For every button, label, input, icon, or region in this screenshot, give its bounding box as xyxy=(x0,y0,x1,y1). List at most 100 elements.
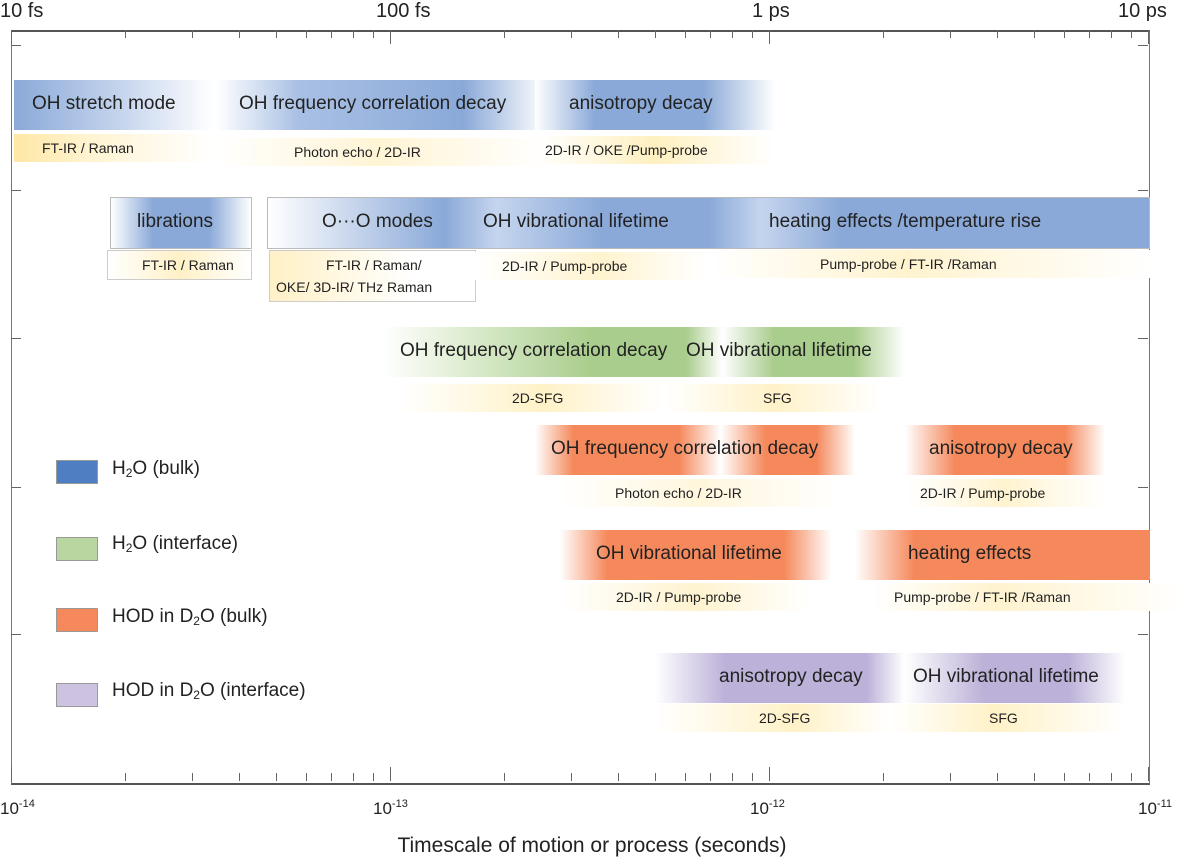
top-tick xyxy=(331,30,332,38)
bottom-tick xyxy=(950,773,951,781)
right-tick xyxy=(1138,634,1148,635)
bottom-tick xyxy=(390,767,391,781)
method-2dsfg-r6: 2D-SFG SFG xyxy=(655,704,1125,732)
method-2dir-pump-probe: 2D-IR / Pump-probe xyxy=(475,252,705,280)
top-tick xyxy=(1064,30,1065,38)
legend-label-h2o-bulk: H2O (bulk) xyxy=(112,458,200,480)
top-tick xyxy=(125,30,126,38)
top-tick xyxy=(1034,30,1035,38)
right-tick xyxy=(1138,45,1148,46)
method-2dir-pump-probe-r4: 2D-IR / Pump-probe xyxy=(905,479,1105,507)
top-tick xyxy=(373,30,374,38)
bar-librations: librations xyxy=(110,197,252,249)
top-axis-label-10fs: 10 fs xyxy=(0,0,43,23)
top-tick xyxy=(11,30,12,44)
bottom-tick xyxy=(306,773,307,781)
method-librations-ftir-raman: FT-IR / Raman xyxy=(107,250,252,280)
bottom-tick xyxy=(504,773,505,781)
bottom-tick xyxy=(997,773,998,781)
bottom-tick xyxy=(192,773,193,781)
bottom-tick xyxy=(752,773,753,781)
bottom-tick xyxy=(1111,773,1112,781)
x-tick-label-1e-12: 10-12 xyxy=(750,798,785,819)
x-axis-title: Timescale of motion or process (seconds) xyxy=(0,834,1184,858)
method-photon-echo-2dir-r4: Photon echo / 2D-IR xyxy=(560,479,840,507)
top-axis-label-1ps: 1 ps xyxy=(752,0,790,23)
bar-oh-stretch-mode: OH stretch mode xyxy=(14,80,214,130)
bar-anisotropy-decay: anisotropy decay xyxy=(535,80,775,130)
method-photon-echo-2dir: Photon echo / 2D-IR xyxy=(216,138,546,166)
bottom-tick xyxy=(373,773,374,781)
top-tick xyxy=(710,30,711,38)
bar-interface-oh-frequency-correlation-decay: OH frequency correlation decay OH vibrat… xyxy=(383,327,905,377)
legend-label-hod-bulk: HOD in D2O (bulk) xyxy=(112,606,268,628)
right-tick xyxy=(1138,338,1148,339)
right-tick xyxy=(1138,487,1148,488)
x-tick-label-1e-13: 10-13 xyxy=(373,798,408,819)
top-tick xyxy=(732,30,733,38)
top-tick xyxy=(504,30,505,38)
legend-swatch-hod-interface xyxy=(56,683,98,707)
top-axis-label-100fs: 100 fs xyxy=(376,0,430,23)
left-tick xyxy=(11,45,21,46)
top-tick xyxy=(1089,30,1090,38)
bottom-tick xyxy=(1064,773,1065,781)
top-tick xyxy=(997,30,998,38)
bottom-tick xyxy=(571,773,572,781)
method-2dir-oke-pump-probe: 2D-IR / OKE /Pump-probe xyxy=(535,136,775,164)
x-tick-label-1e-14: 10-14 xyxy=(0,798,35,819)
top-tick xyxy=(883,30,884,38)
top-tick xyxy=(239,30,240,38)
top-tick xyxy=(769,30,770,44)
left-tick xyxy=(11,338,21,339)
left-tick xyxy=(11,190,21,191)
bottom-tick xyxy=(276,773,277,781)
legend-swatch-h2o-interface xyxy=(56,537,98,561)
bar-oh-frequency-correlation-decay: OH frequency correlation decay xyxy=(216,80,546,130)
legend-swatch-hod-bulk xyxy=(56,608,98,632)
bottom-tick xyxy=(11,767,12,781)
top-tick xyxy=(1111,30,1112,38)
bottom-tick xyxy=(655,773,656,781)
top-tick xyxy=(950,30,951,38)
bottom-tick xyxy=(732,773,733,781)
top-tick xyxy=(390,30,391,44)
top-tick xyxy=(276,30,277,38)
bottom-tick xyxy=(239,773,240,781)
bottom-tick xyxy=(331,773,332,781)
method-pumpprobe-ftir-raman-r2: Pump-probe / FT-IR /Raman xyxy=(710,250,1150,278)
top-tick xyxy=(655,30,656,38)
bar-hod-anisotropy-decay: anisotropy decay xyxy=(905,425,1105,475)
top-tick xyxy=(618,30,619,38)
method-2dsfg-r3: 2D-SFG SFG xyxy=(400,384,880,412)
legend-label-hod-interface: HOD in D2O (interface) xyxy=(112,680,306,702)
right-tick xyxy=(1138,190,1148,191)
left-tick xyxy=(11,634,21,635)
bottom-tick xyxy=(710,773,711,781)
bottom-tick xyxy=(125,773,126,781)
top-tick xyxy=(1131,30,1132,38)
x-tick-label-1e-11: 10-11 xyxy=(1138,798,1172,819)
bottom-tick xyxy=(618,773,619,781)
top-tick xyxy=(192,30,193,38)
top-tick xyxy=(1148,30,1149,44)
method-oo-modes: FT-IR / Raman/ OKE/ 3D-IR/ THz Raman xyxy=(269,250,476,302)
bar-hod-interface-anisotropy-decay: anisotropy decay OH vibrational lifetime xyxy=(655,653,1125,703)
bar-hod-oh-vibrational-lifetime: OH vibrational lifetime heating effects xyxy=(560,530,1150,580)
method-2dir-pump-probe-r5: 2D-IR / Pump-probe Pump-probe / FT-IR /R… xyxy=(560,583,1184,611)
bar-hod-oh-frequency-correlation-decay: OH frequency correlation decay xyxy=(535,425,855,475)
bar-oo-modes: O···O modes OH vibrational lifetime heat… xyxy=(267,197,1150,249)
bottom-tick xyxy=(769,767,770,781)
bottom-tick xyxy=(1131,773,1132,781)
bottom-tick xyxy=(353,773,354,781)
top-axis-label-10ps: 10 ps xyxy=(1118,0,1167,23)
top-tick xyxy=(306,30,307,38)
legend-label-h2o-interface: H2O (interface) xyxy=(112,533,238,555)
method-ftir-raman: FT-IR / Raman xyxy=(14,134,214,162)
top-tick xyxy=(571,30,572,38)
bottom-tick xyxy=(883,773,884,781)
top-tick xyxy=(685,30,686,38)
top-tick xyxy=(752,30,753,38)
bottom-tick xyxy=(1148,767,1149,781)
bottom-tick xyxy=(1089,773,1090,781)
